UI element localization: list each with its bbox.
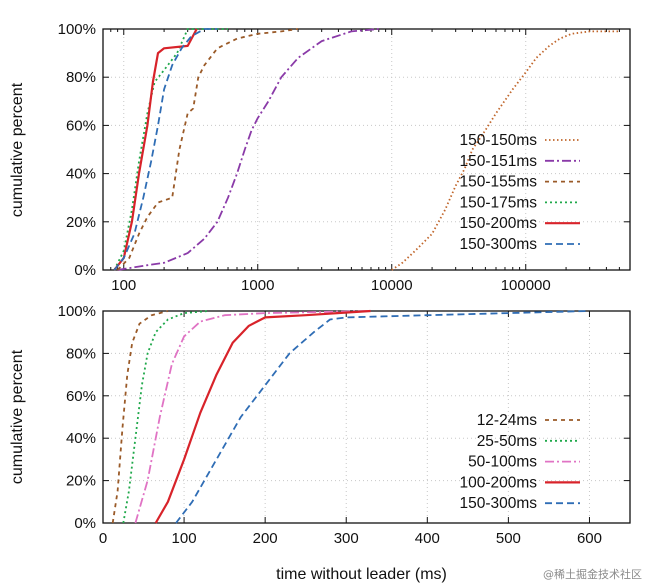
series-line-150-300ms: [175, 310, 590, 524]
y-tick-label: 20%: [66, 214, 96, 231]
legend-label: 50-100ms: [468, 454, 537, 471]
y-tick-label: 40%: [66, 166, 96, 183]
legend-label: 150-155ms: [459, 174, 537, 191]
y-tick-label: 100%: [58, 21, 96, 38]
y-tick-label: 20%: [66, 473, 96, 490]
x-axis-label: time without leader (ms): [276, 566, 447, 583]
gridlines: [103, 28, 630, 271]
legend-label: 25-50ms: [477, 433, 538, 450]
legend-label: 150-175ms: [459, 194, 537, 211]
legend-label: 100-200ms: [459, 474, 537, 491]
chart-election-timeout-range: 0 100 200 300 400 500 600 0% 20% 40% 60% 80% 100% cum…: [9, 303, 631, 583]
tick-marks: [102, 28, 631, 271]
watermark-text: @稀土掘金技术社区: [543, 568, 642, 581]
y-axis-label: cumulative percent: [9, 82, 26, 217]
x-tick-label: 100000: [501, 277, 551, 294]
tick-marks: [102, 310, 630, 524]
series-line-12-24ms: [111, 310, 169, 524]
series-line-150-200ms: [113, 28, 198, 271]
x-tick-label: 300: [334, 530, 359, 547]
x-tick-label: 100: [111, 277, 136, 294]
x-tick-label: 400: [415, 530, 440, 547]
x-tick-label: 200: [253, 530, 278, 547]
y-tick-label: 40%: [66, 430, 96, 447]
series-line-150-155ms: [116, 28, 299, 271]
legend: 12-24ms 25-50ms 50-100ms 100-200ms 150-300ms: [459, 412, 580, 512]
legend-label: 150-150ms: [459, 132, 537, 149]
plot-frame: [102, 310, 631, 524]
y-tick-label: 0%: [74, 262, 96, 279]
legend-label: 150-300ms: [459, 236, 537, 253]
series-line-150-151ms: [117, 28, 379, 271]
series-lines: [111, 309, 590, 524]
chart-election-split-votes: 100 1000 10000 100000 0% 20% 40% 60% 80% 100% cumu…: [9, 21, 631, 294]
y-tick-label: 60%: [66, 388, 96, 405]
legend-label: 12-24ms: [477, 412, 538, 429]
series-line-150-175ms: [113, 28, 228, 271]
x-tick-label: 10000: [371, 277, 413, 294]
series-lines: [113, 28, 620, 271]
x-tick-label: 600: [577, 530, 602, 547]
series-line-50-100ms: [134, 310, 371, 524]
series-line-25-50ms: [122, 310, 209, 524]
y-tick-label: 80%: [66, 69, 96, 86]
plot-frame: [102, 28, 631, 271]
series-line-100-200ms: [154, 309, 371, 524]
legend-label: 150-151ms: [459, 153, 537, 170]
y-tick-label: 0%: [74, 515, 96, 532]
y-tick-label: 80%: [66, 345, 96, 362]
legend: 150-150ms 150-151ms 150-155ms 150-175ms 150-…: [459, 132, 580, 253]
y-tick-label: 60%: [66, 117, 96, 134]
y-axis-label: cumulative percent: [9, 349, 26, 484]
legend-label: 150-200ms: [459, 215, 537, 232]
series-line-150-300ms: [113, 28, 218, 271]
x-tick-label: 0: [99, 530, 107, 547]
series-line-150-150ms: [391, 30, 620, 271]
gridlines: [102, 310, 630, 524]
y-tick-label: 100%: [58, 303, 96, 320]
x-tick-label: 100: [172, 530, 197, 547]
legend-label: 150-300ms: [459, 495, 537, 512]
x-tick-label: 1000: [241, 277, 274, 294]
x-tick-label: 500: [496, 530, 521, 547]
